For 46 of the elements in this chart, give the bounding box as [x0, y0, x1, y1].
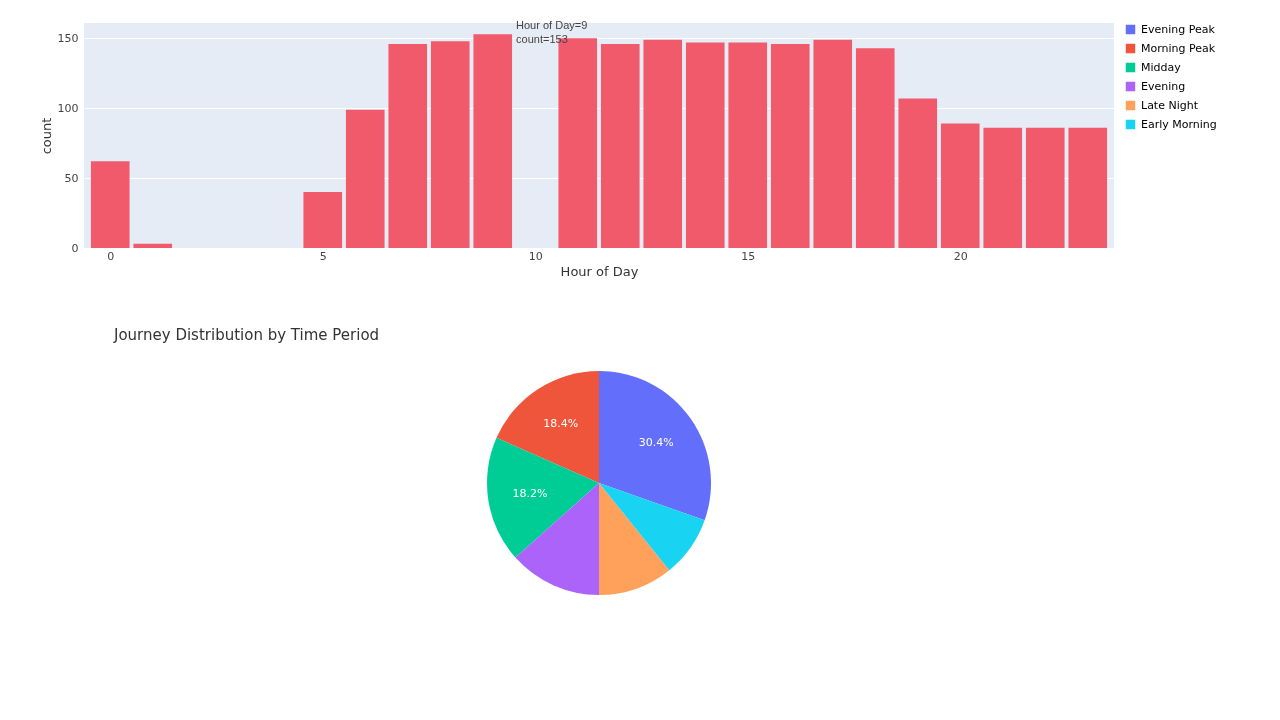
legend-label: Early Morning	[1141, 117, 1217, 131]
legend-label: Late Night	[1141, 98, 1199, 112]
y-axis-title: count	[38, 117, 54, 155]
bar	[898, 98, 938, 248]
bar	[600, 43, 640, 248]
bar	[1025, 127, 1065, 248]
bar	[430, 41, 470, 248]
bar	[983, 127, 1023, 248]
legend-label: Evening	[1141, 79, 1186, 93]
pie-slice	[599, 483, 705, 571]
bar	[1068, 127, 1108, 248]
pie-slice	[496, 371, 599, 483]
x-axis-title: Hour of Day	[560, 263, 639, 279]
pie-slice	[599, 371, 711, 521]
x-tick-label: 5	[319, 249, 327, 263]
pie-slice	[515, 483, 599, 595]
text: Journey Distribution by Time Period	[113, 326, 380, 344]
bar	[813, 39, 853, 248]
legend-label: Midday	[1141, 60, 1182, 74]
bar	[345, 109, 385, 248]
x-tick-label: 20	[953, 249, 968, 263]
y-tick-label: 150	[57, 31, 79, 45]
y-tick-label: 50	[64, 171, 79, 185]
data-label: 18.2%	[512, 486, 548, 500]
bar	[473, 34, 513, 248]
bar	[855, 48, 895, 248]
data-label: 30.4%	[638, 435, 674, 449]
bar	[685, 42, 725, 248]
legend-label: Morning Peak	[1141, 41, 1216, 55]
data-label: 18.4%	[543, 417, 579, 431]
bar	[303, 192, 343, 248]
bar	[388, 43, 428, 248]
bar	[133, 243, 173, 248]
y-tick-label: 100	[57, 101, 79, 115]
bar	[940, 123, 980, 248]
x-tick-label: 0	[107, 249, 115, 263]
bar	[728, 42, 768, 248]
annotation: Hour of Day=9 count=153	[516, 19, 588, 46]
bar	[643, 39, 683, 248]
legend-label: Evening Peak	[1141, 22, 1216, 36]
bar	[770, 43, 810, 248]
pie-slice	[487, 437, 599, 558]
x-tick-label: 10	[528, 249, 543, 263]
bar	[90, 161, 130, 248]
x-tick-label: 15	[741, 249, 756, 263]
pie-slice	[599, 483, 670, 595]
